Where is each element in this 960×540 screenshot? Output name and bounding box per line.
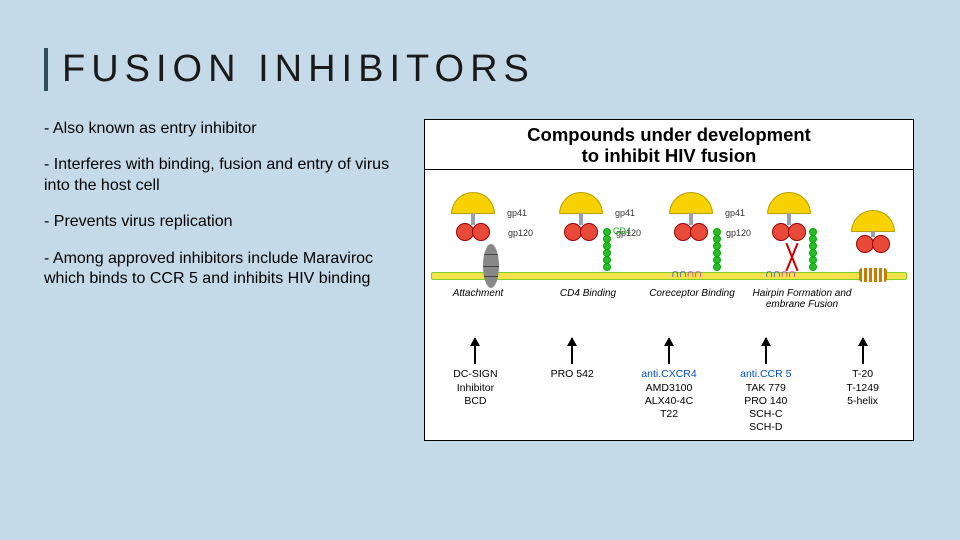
compounds-row: DC-SIGN Inhibitor BCD PRO 542 anti.CXCR4… (425, 338, 913, 434)
cell-membrane (431, 272, 907, 280)
c4-l2: TAK 779 (717, 382, 814, 395)
coreceptor-4: ∩∩∩∩ (765, 266, 796, 280)
cd4-chain-2 (603, 228, 611, 270)
content-row: - Also known as entry inhibitor - Interf… (44, 119, 916, 441)
arrow-icon (474, 338, 476, 364)
fusion-pore-icon (859, 268, 887, 282)
c1-l1: DC-SIGN (427, 368, 524, 381)
dcsign-receptor-icon (483, 244, 499, 288)
hiv-fusion-diagram: Compounds under development to inhibit H… (424, 119, 914, 441)
bullet-1: - Also known as entry inhibitor (44, 119, 404, 139)
c3-l4: T22 (621, 408, 718, 421)
c4-l1: anti.CCR 5 (717, 368, 814, 381)
c3-l1: anti.CXCR4 (621, 368, 718, 381)
c3-l2: AMD3100 (621, 382, 718, 395)
stage-caption-1: Attachment (433, 288, 523, 299)
arrow-icon (765, 338, 767, 364)
slide-title: FUSION INHIBITORS (62, 48, 916, 91)
arrow-icon (862, 338, 864, 364)
arrow-icon (571, 338, 573, 364)
diagram-title: Compounds under development to inhibit H… (425, 120, 913, 170)
bullet-list: - Also known as entry inhibitor - Interf… (44, 119, 404, 441)
cd4-label-2: CD4 (613, 226, 631, 236)
arrow-icon (668, 338, 670, 364)
stage-area: gp41 gp120 gp41 gp120 CD4 (425, 170, 913, 320)
compound-col-3: anti.CXCR4 AMD3100 ALX40-4C T22 (621, 338, 718, 434)
cd4-chain-4 (809, 228, 817, 270)
bullet-4: - Among approved inhibitors include Mara… (44, 249, 404, 290)
c4-l4: SCH-C (717, 408, 814, 421)
cd4-chain-3 (713, 228, 721, 270)
c5-l1: T-20 (814, 368, 911, 381)
c4-l5: SCH-D (717, 421, 814, 434)
c1-l3: BCD (427, 395, 524, 408)
virus-stage-fused (839, 210, 907, 253)
compound-col-2: PRO 542 (524, 338, 621, 434)
c4-l3: PRO 140 (717, 395, 814, 408)
coreceptor-3: ∩∩∩∩ (671, 266, 702, 280)
c5-l2: T-1249 (814, 382, 911, 395)
bullet-2: - Interferes with binding, fusion and en… (44, 155, 404, 196)
title-wrap: FUSION INHIBITORS (44, 48, 916, 91)
slide: FUSION INHIBITORS - Also known as entry … (0, 0, 960, 540)
c1-l2: Inhibitor (427, 382, 524, 395)
stage-caption-3: Coreceptor Binding (647, 288, 737, 299)
compound-col-1: DC-SIGN Inhibitor BCD (427, 338, 524, 434)
compound-col-5: T-20 T-1249 5-helix (814, 338, 911, 434)
bullet-3: - Prevents virus replication (44, 212, 404, 232)
diagram-title-line1: Compounds under development (527, 124, 811, 145)
stage-caption-2: CD4 Binding (543, 288, 633, 299)
c2-l1: PRO 542 (524, 368, 621, 381)
compound-col-4: anti.CCR 5 TAK 779 PRO 140 SCH-C SCH-D (717, 338, 814, 434)
c5-l3: 5-helix (814, 395, 911, 408)
virus-stage-attachment: gp41 gp120 (439, 192, 507, 241)
c3-l3: ALX40-4C (621, 395, 718, 408)
stage-caption-4: Hairpin Formation and embrane Fusion (747, 288, 857, 310)
diagram-title-line2: to inhibit HIV fusion (582, 145, 757, 166)
